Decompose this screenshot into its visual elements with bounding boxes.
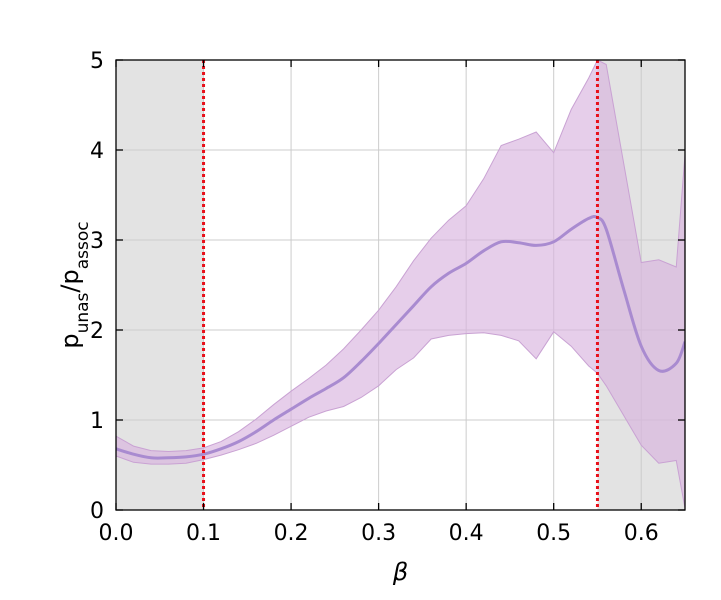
threshold-lines: [202, 60, 599, 510]
x-tick-label: 0.5: [536, 521, 571, 546]
x-tick-label: 0.0: [99, 521, 134, 546]
confidence-band: [116, 60, 685, 509]
y-tick-label: 2: [90, 319, 104, 344]
y-tick-label: 5: [90, 49, 104, 74]
x-axis-label: β: [392, 558, 408, 586]
plot-frame: [115, 59, 686, 511]
series-line-layer: [116, 214, 685, 460]
y-axis-label: punas/passoc: [56, 221, 93, 348]
x-tick-label: 0.2: [274, 521, 309, 546]
x-tick-label: 0.4: [449, 521, 484, 546]
axis-ticks: 0.0 0.1 0.2 0.3 0.4 0.5 0.6 0 1 2 3 4 5: [90, 49, 685, 546]
shaded-region-0: [116, 60, 204, 510]
series-line: [116, 214, 685, 460]
confidence-band-layer: [116, 60, 685, 509]
x-tick-label: 0.1: [186, 521, 221, 546]
y-tick-label: 0: [90, 499, 104, 524]
x-tick-label: 0.3: [361, 521, 396, 546]
y-tick-label: 4: [90, 139, 104, 164]
y-tick-label: 1: [90, 409, 104, 434]
x-tick-label: 0.6: [624, 521, 659, 546]
y-tick-label: 3: [90, 229, 104, 254]
